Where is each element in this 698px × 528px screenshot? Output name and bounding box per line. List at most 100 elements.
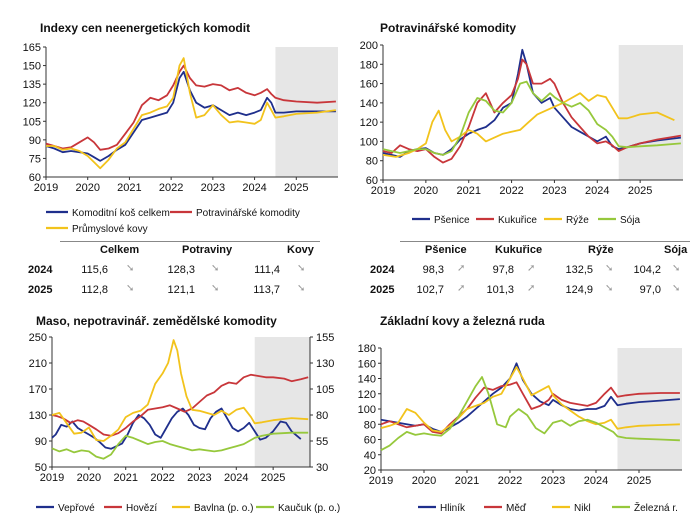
y-tick-label: 150 bbox=[23, 61, 41, 73]
table-indexy-header-potraviny: Potraviny bbox=[182, 244, 233, 256]
legend-label-bavlna-p-o: Bavlna (p. o.) bbox=[194, 503, 253, 514]
y-tick-label: 105 bbox=[23, 116, 41, 128]
arrow-down-icon: ➘ bbox=[605, 263, 614, 274]
y2-tick-label: 80 bbox=[316, 410, 328, 422]
x-tick-label: 2024 bbox=[584, 475, 608, 487]
legend-label-med: Měď bbox=[506, 503, 527, 514]
legend-label-komoditni-kos-celkem: Komoditní koš celkem bbox=[72, 208, 170, 219]
table-potravinarske-row-year: 2025 bbox=[370, 284, 395, 296]
legend-label-ryze: Rýže bbox=[566, 215, 589, 226]
x-tick-label: 2021 bbox=[455, 475, 479, 487]
x-tick-label: 2025 bbox=[627, 475, 651, 487]
table-potravinarske-cell: 101,3 bbox=[486, 284, 514, 296]
legend-label-potravinarske-komodity: Potravinářské komodity bbox=[196, 208, 300, 219]
x-tick-label: 2019 bbox=[371, 185, 395, 197]
arrow-down-icon: ➘ bbox=[297, 263, 306, 274]
table-potravinarske-cell: 132,5 bbox=[565, 264, 593, 276]
table-indexy-cell: 112,8 bbox=[81, 284, 108, 296]
y-tick-label: 90 bbox=[29, 135, 41, 147]
panel-title-kovy: Základní kovy a železná ruda bbox=[380, 314, 545, 328]
series-line-ryze bbox=[382, 92, 675, 158]
series-line-kaucuk-p-o bbox=[51, 431, 309, 460]
arrow-down-icon: ➘ bbox=[126, 283, 135, 294]
x-tick-label: 2020 bbox=[414, 185, 438, 197]
legend-label-kukurice: Kukuřice bbox=[498, 215, 537, 226]
y-tick-label: 60 bbox=[364, 435, 376, 447]
y-tick-label: 20 bbox=[364, 465, 376, 477]
series-line-zelezna-r bbox=[380, 376, 680, 451]
arrow-up-icon: ➚ bbox=[457, 283, 466, 294]
y-tick-label: 80 bbox=[364, 419, 376, 431]
arrow-down-icon: ➘ bbox=[211, 283, 220, 294]
y-tick-label: 120 bbox=[358, 389, 376, 401]
series-line-kukurice bbox=[382, 58, 682, 164]
table-potravinarske-header-soja: Sója bbox=[664, 244, 688, 256]
forecast-area bbox=[617, 348, 682, 470]
y-tick-label: 120 bbox=[360, 117, 378, 129]
arrow-up-icon: ➚ bbox=[527, 283, 536, 294]
table-potravinarske-cell: 97,0 bbox=[639, 284, 661, 296]
table-potravinarske-header-rule bbox=[400, 241, 690, 242]
y-tick-label: 60 bbox=[29, 172, 41, 184]
y-tick-label: 160 bbox=[360, 79, 378, 91]
y-tick-label: 200 bbox=[360, 40, 378, 52]
arrow-down-icon: ➘ bbox=[672, 263, 681, 274]
y-tick-label: 180 bbox=[360, 59, 378, 71]
arrow-down-icon: ➘ bbox=[672, 283, 681, 294]
y-tick-label: 100 bbox=[358, 404, 376, 416]
x-tick-label: 2022 bbox=[498, 475, 522, 487]
y2-tick-label: 55 bbox=[316, 436, 328, 448]
table-indexy-cell: 113,7 bbox=[253, 284, 280, 296]
y-tick-label: 90 bbox=[35, 436, 47, 448]
y-tick-label: 120 bbox=[23, 98, 41, 110]
series-line-potravinarske-komodity bbox=[45, 64, 336, 151]
legend-label-hlinik: Hliník bbox=[440, 503, 466, 514]
series-line-med bbox=[380, 381, 680, 435]
series-line-bavlna-p-o bbox=[51, 339, 309, 442]
table-indexy-row-year: 2024 bbox=[28, 264, 53, 276]
y-tick-label: 165 bbox=[23, 42, 41, 54]
table-indexy-header-celkem: Celkem bbox=[100, 244, 140, 256]
series-line-veprove bbox=[51, 407, 302, 450]
x-tick-label: 2021 bbox=[456, 185, 480, 197]
x-tick-label: 2021 bbox=[117, 182, 141, 194]
arrow-down-icon: ➘ bbox=[605, 283, 614, 294]
legend-label-zelezna-r: Železná r. bbox=[634, 501, 678, 514]
y-tick-label: 100 bbox=[360, 136, 378, 148]
table-potravinarske-cell: 97,8 bbox=[492, 264, 514, 276]
y-tick-label: 170 bbox=[29, 384, 47, 396]
table-potravinarske-header-ryze: Rýže bbox=[588, 244, 614, 256]
y-tick-label: 140 bbox=[358, 374, 376, 386]
table-potravinarske-header-psenice: Pšenice bbox=[425, 244, 467, 256]
arrow-up-icon: ➚ bbox=[457, 263, 466, 274]
arrow-up-icon: ➚ bbox=[527, 263, 536, 274]
forecast-area bbox=[254, 337, 310, 467]
y-tick-label: 50 bbox=[35, 462, 47, 474]
x-tick-label: 2023 bbox=[201, 182, 225, 194]
table-potravinarske-cell: 124,9 bbox=[565, 284, 593, 296]
x-tick-label: 2024 bbox=[585, 185, 609, 197]
panel-title-potravinarske: Potravinářské komodity bbox=[380, 21, 517, 35]
series-line-prumyslove-kovy bbox=[46, 57, 337, 170]
table-indexy-cell: 111,4 bbox=[254, 264, 280, 276]
x-tick-label: 2019 bbox=[34, 182, 58, 194]
panel-title-maso: Maso, nepotravinář. zemědělské komodity bbox=[36, 314, 277, 328]
arrow-down-icon: ➘ bbox=[126, 263, 135, 274]
x-tick-label: 2022 bbox=[499, 185, 523, 197]
y-tick-label: 130 bbox=[29, 410, 47, 422]
x-tick-label: 2025 bbox=[628, 185, 652, 197]
x-tick-label: 2023 bbox=[541, 475, 565, 487]
legend-label-prumyslove-kovy: Průmyslové kovy bbox=[72, 223, 148, 235]
x-tick-label: 2020 bbox=[412, 475, 436, 487]
x-tick-label: 2023 bbox=[542, 185, 566, 197]
x-tick-label: 2025 bbox=[284, 182, 308, 194]
series-line-hovezi bbox=[51, 373, 309, 437]
y2-tick-label: 105 bbox=[316, 384, 334, 396]
table-potravinarske: Pšenice Kukuřice Rýže Sója 2024 98,3 ➚ 9… bbox=[370, 241, 690, 296]
arrow-down-icon: ➘ bbox=[211, 263, 220, 274]
y-tick-label: 80 bbox=[366, 156, 378, 168]
y-tick-label: 135 bbox=[23, 79, 41, 91]
